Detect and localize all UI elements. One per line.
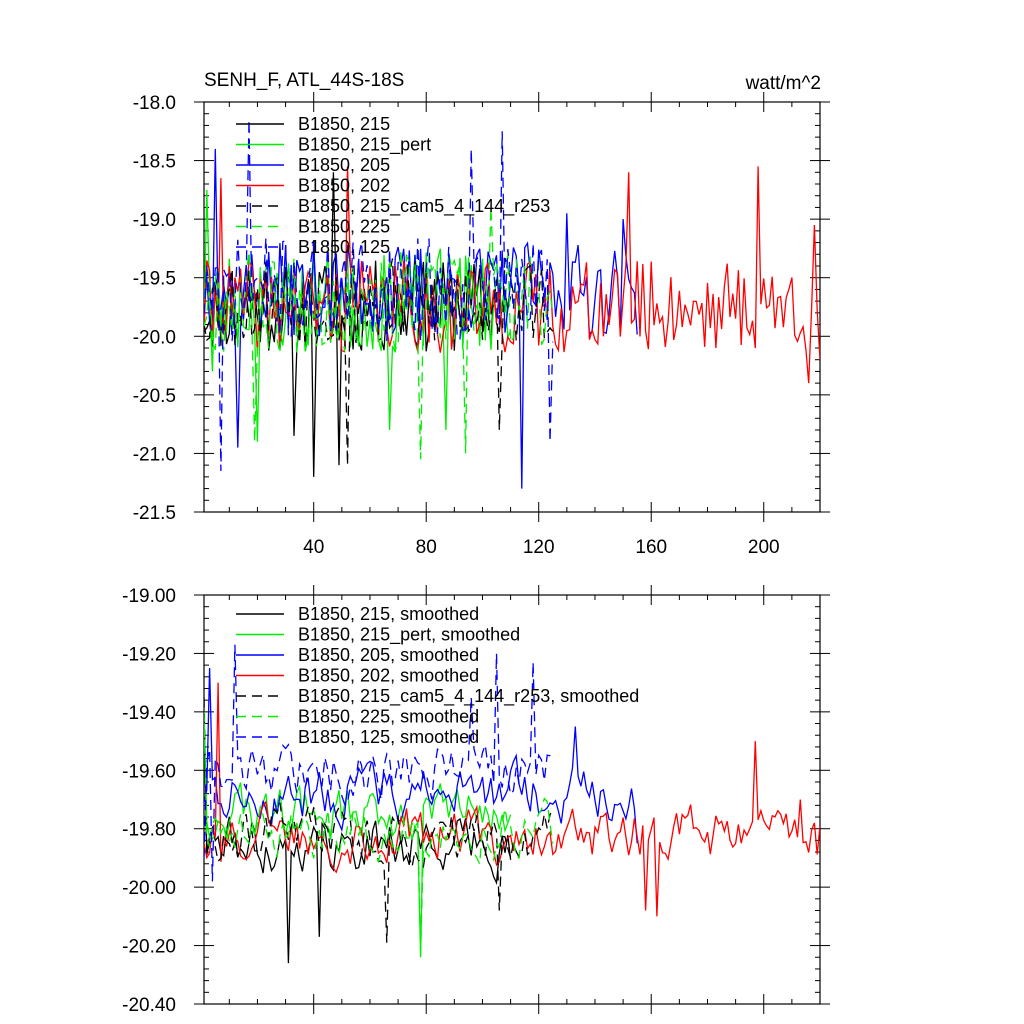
y-tick-label: -19.5 [133, 269, 176, 290]
series-group [204, 644, 820, 964]
series-line-2 [204, 711, 512, 958]
y-tick-label: -18.5 [133, 152, 176, 173]
y-tick-label: -18.0 [133, 93, 176, 114]
plot-frame [203, 594, 821, 1005]
bottom-panel: -20.40 -20.20 -20.00 -19.80 -19.60 -19.40 -19.… [122, 585, 830, 1016]
series-line-7 [204, 644, 554, 882]
top-plot-area: 40 80 120 160 200 -21.5 -21.0 -20.5 -20.0 -19.5 -1… [133, 92, 830, 558]
x-tick-label: 160 [635, 537, 667, 558]
y-tick-label: -19.80 [122, 820, 176, 841]
legend-label: B1850, 225 [298, 217, 390, 237]
series-line-4 [204, 682, 820, 917]
legend-label: B1850, 215_pert, smoothed [298, 625, 520, 646]
bottom-plot-area: -20.40 -20.20 -20.00 -19.80 -19.60 -19.40 -19.… [122, 585, 830, 1016]
series-line-2 [204, 189, 512, 442]
top-panel: SENH_F, ATL_44S-18S watt/m^2 40 80 120 160 2… [133, 70, 830, 558]
x-tick-label: 40 [303, 537, 324, 558]
legend-label: B1850, 215, smoothed [298, 604, 479, 624]
y-tick-label: -20.5 [133, 386, 176, 407]
legend-label: B1850, 225, smoothed [298, 707, 479, 727]
legend-label: B1850, 215_cam5_4_144_r253, smoothed [298, 686, 639, 707]
series-line-4 [204, 166, 820, 384]
legend-label: B1850, 205, smoothed [298, 645, 479, 665]
y-tick-label: -19.0 [133, 210, 176, 231]
y-tick-label: -20.40 [122, 995, 176, 1016]
y-tick-label: -20.20 [122, 937, 176, 958]
series-line-7 [204, 119, 554, 472]
series-line-3 [204, 667, 638, 844]
series-line-1 [204, 711, 512, 964]
plot-frame [203, 101, 821, 513]
y-tick-label: -19.60 [122, 761, 176, 782]
x-tick-label: 80 [416, 537, 437, 558]
series-line-6 [204, 207, 554, 460]
legend-label: B1850, 125 [298, 237, 390, 257]
y-tick-label: -20.0 [133, 327, 176, 348]
y-tick-label: -20.00 [122, 878, 176, 899]
legend-label: B1850, 125, smoothed [298, 727, 479, 747]
y-tick-label: -19.40 [122, 703, 176, 724]
legend-label: B1850, 202 [298, 176, 390, 196]
units-label: watt/m^2 [745, 73, 821, 94]
legend-label: B1850, 215 [298, 114, 390, 134]
x-tick-label: 200 [748, 537, 780, 558]
legend-label: B1850, 205 [298, 155, 390, 175]
series-group [204, 119, 820, 489]
y-tick-label: -21.0 [133, 444, 176, 465]
legend-label: B1850, 202, smoothed [298, 666, 479, 686]
chart-title: SENH_F, ATL_44S-18S [204, 70, 404, 91]
y-tick-label: -21.5 [133, 503, 176, 524]
x-tick-label: 120 [523, 537, 555, 558]
y-tick-label: -19.00 [122, 586, 176, 607]
series-line-6 [204, 711, 554, 952]
legend-label: B1850, 215_cam5_4_144_r253 [298, 196, 550, 217]
legend-label: B1850, 215_pert [298, 135, 431, 156]
y-tick-label: -19.20 [122, 644, 176, 665]
